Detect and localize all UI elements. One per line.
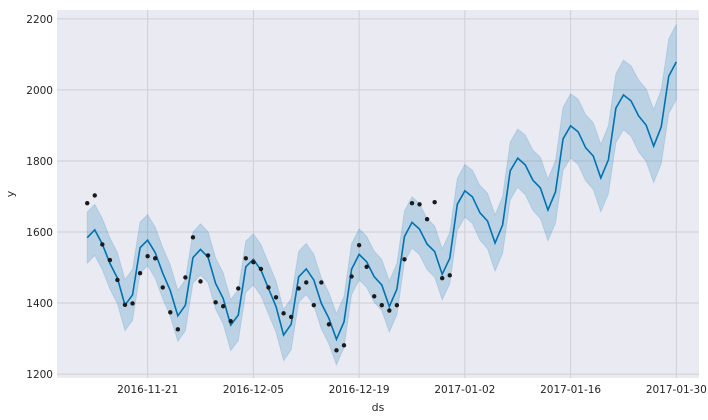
observed-point [447, 273, 452, 278]
observed-point [92, 193, 97, 198]
observed-points [85, 193, 452, 353]
y-tick-label: 1400 [26, 298, 53, 310]
observed-point [417, 202, 422, 207]
observed-point [168, 310, 173, 315]
x-axis-label: ds [372, 401, 385, 414]
observed-point [198, 279, 203, 284]
observed-point [356, 242, 362, 248]
observed-point [266, 285, 271, 290]
observed-point [107, 257, 113, 263]
observed-point [402, 257, 407, 262]
observed-point [372, 294, 377, 299]
observed-point [137, 271, 143, 276]
observed-point [175, 327, 181, 332]
observed-point [251, 260, 256, 265]
observed-point [152, 256, 158, 261]
y-axis-label: y [4, 190, 17, 197]
observed-point [236, 286, 241, 291]
x-tick-labels: 2016-11-21 2016-12-05 2016-12-19 2017-01-02… [117, 384, 707, 396]
observed-point [319, 280, 324, 285]
observed-point [432, 199, 437, 205]
observed-point [334, 348, 339, 353]
observed-point [130, 301, 135, 306]
observed-point [190, 235, 196, 240]
x-tick-label: 2016-12-05 [223, 384, 284, 396]
x-tick-label: 2016-11-21 [117, 384, 178, 396]
plot-area [57, 10, 699, 378]
observed-point [205, 253, 211, 258]
observed-point [160, 285, 165, 290]
observed-point [228, 318, 233, 324]
observed-point [349, 274, 354, 279]
x-tick-label: 2017-01-02 [434, 384, 495, 396]
observed-point [311, 302, 316, 308]
observed-point [288, 314, 294, 320]
forecast-line [86, 61, 678, 342]
y-tick-label: 1600 [26, 227, 53, 239]
y-tick-label: 1200 [26, 369, 53, 381]
uncertainty-interval [86, 23, 677, 367]
observed-point [258, 266, 264, 272]
observed-point [115, 277, 120, 283]
observed-point [220, 304, 226, 309]
observed-point [304, 280, 309, 285]
observed-point [296, 286, 301, 291]
y-tick-labels: 1200 1400 1600 1800 2000 2200 [26, 14, 53, 381]
observed-point [273, 295, 279, 300]
observed-point [85, 201, 90, 206]
observed-point [394, 302, 400, 308]
observed-point [424, 217, 430, 222]
observed-point [145, 253, 150, 259]
x-tick-label: 2017-01-16 [540, 384, 601, 396]
y-tick-label: 1800 [26, 156, 53, 168]
x-tick-label: 2016-12-19 [329, 384, 390, 396]
observed-point [213, 300, 218, 305]
observed-point [281, 311, 286, 316]
observed-point [243, 256, 249, 261]
observed-point [122, 302, 128, 308]
y-tick-label: 2200 [26, 14, 53, 26]
observed-point [326, 322, 332, 327]
gridlines [57, 10, 699, 378]
observed-point [440, 275, 445, 281]
observed-point [364, 264, 369, 270]
observed-point [183, 275, 188, 280]
observed-point [341, 343, 347, 348]
observed-point [409, 201, 415, 206]
x-tick-label: 2017-01-30 [646, 384, 707, 396]
observed-point [387, 308, 392, 313]
observed-point [379, 302, 384, 308]
observed-point [100, 242, 105, 247]
y-tick-label: 2000 [26, 85, 53, 97]
